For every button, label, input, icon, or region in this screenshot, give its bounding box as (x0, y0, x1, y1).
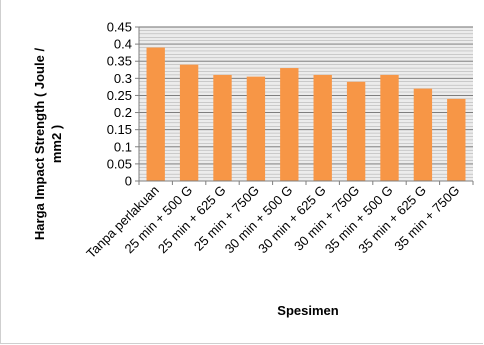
bar (213, 74, 232, 181)
bar (346, 81, 366, 181)
axes (135, 26, 474, 185)
y-tick-label: 0 (125, 174, 132, 189)
y-tick-label: 0.1 (114, 139, 132, 154)
y-axis-title-line-1: Harga Impact Strength ( Joule / (32, 48, 47, 241)
y-tick-label: 0.35 (107, 54, 132, 69)
y-tick-label: 0.15 (107, 122, 132, 137)
y-axis-title-line-2: mm2 ) (49, 125, 64, 163)
y-tick-label: 0.2 (114, 105, 132, 120)
y-tick-label: 0.45 (107, 20, 132, 35)
bar (413, 88, 433, 181)
bar (380, 74, 399, 181)
bar (246, 76, 266, 181)
bar (146, 47, 165, 182)
bars (146, 47, 466, 182)
bar (179, 64, 199, 181)
bar (280, 68, 299, 181)
y-tick-label: 0.05 (107, 156, 132, 171)
y-tick-label: 0.4 (114, 37, 132, 52)
y-tick-labels: 0 0.05 0.1 0.15 0.2 0.25 0.3 0.35 0.4 0.45 (107, 20, 132, 189)
x-axis-title: Spesimen (277, 303, 338, 318)
y-tick-label: 0.3 (114, 71, 132, 86)
bar (313, 74, 332, 181)
bar (447, 98, 466, 181)
y-tick-label: 0.25 (107, 88, 132, 103)
